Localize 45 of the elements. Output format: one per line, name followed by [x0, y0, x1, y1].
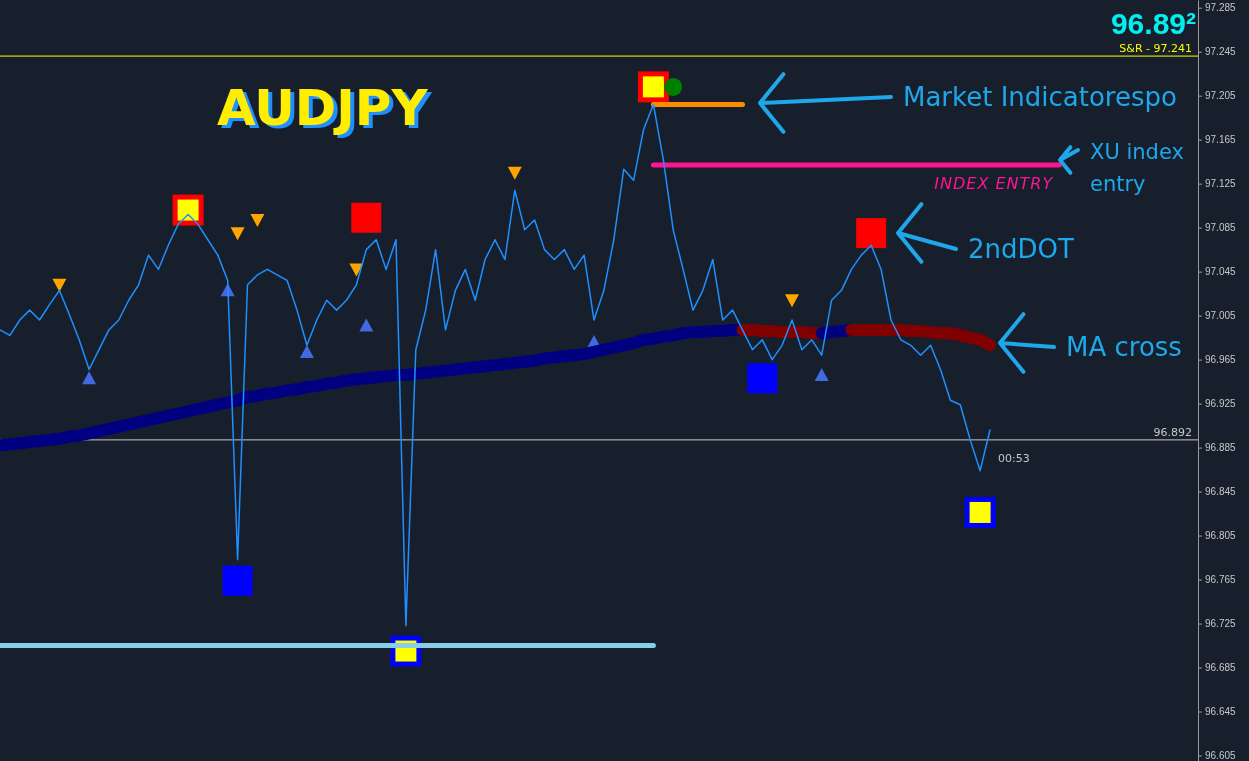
y-tick-label: 96.725 — [1205, 618, 1237, 630]
y-tick-label: 97.205 — [1205, 90, 1237, 102]
y-tick-label: 97.085 — [1205, 222, 1237, 234]
y-tick-label: 97.165 — [1205, 134, 1237, 146]
annotation: Market Indicatorespo — [903, 82, 1177, 112]
point — [507, 166, 522, 180]
y-tick-label: 97.125 — [1205, 178, 1237, 190]
point — [664, 77, 683, 96]
series-label: INDEX ENTRY — [934, 173, 1054, 193]
point — [299, 344, 314, 358]
y-tick-label: 96.805 — [1205, 530, 1237, 542]
point — [856, 218, 887, 249]
point — [359, 318, 374, 332]
point — [230, 227, 245, 241]
point — [637, 71, 669, 103]
y-tick-label: 97.005 — [1205, 310, 1237, 322]
point — [747, 363, 778, 394]
y-tick-label: 97.045 — [1205, 266, 1237, 278]
y-tick-label: 97.245 — [1205, 46, 1237, 58]
y-tick-label: 96.965 — [1205, 354, 1237, 366]
point — [349, 263, 364, 277]
point — [172, 194, 204, 226]
point — [785, 294, 799, 308]
annotation: XU index entry — [1090, 140, 1184, 196]
point — [351, 202, 382, 233]
y-tick-label: 96.605 — [1205, 750, 1237, 761]
annotation: 00:53 — [998, 452, 1030, 465]
ref-line-label: 96.892 — [1153, 425, 1192, 439]
annotation: 2ndDOT — [968, 234, 1075, 264]
y-tick-label: 97.285 — [1205, 2, 1237, 14]
y-tick-label: 96.685 — [1205, 662, 1237, 674]
annotation: 96.89² — [1110, 7, 1196, 40]
y-tick-label: 96.765 — [1205, 574, 1237, 586]
annotation: MA cross — [1066, 332, 1182, 362]
y-tick-label: 96.645 — [1205, 706, 1237, 718]
point — [964, 496, 996, 528]
point — [222, 565, 253, 596]
point — [250, 213, 265, 227]
y-tick-label: 96.925 — [1205, 398, 1237, 410]
point — [52, 278, 67, 292]
point — [82, 371, 97, 385]
point — [814, 368, 829, 381]
y-tick-label: 96.845 — [1205, 486, 1237, 498]
ref-line-label: S&R - 97.241 — [1119, 42, 1192, 56]
y-tick-label: 96.885 — [1205, 442, 1237, 454]
